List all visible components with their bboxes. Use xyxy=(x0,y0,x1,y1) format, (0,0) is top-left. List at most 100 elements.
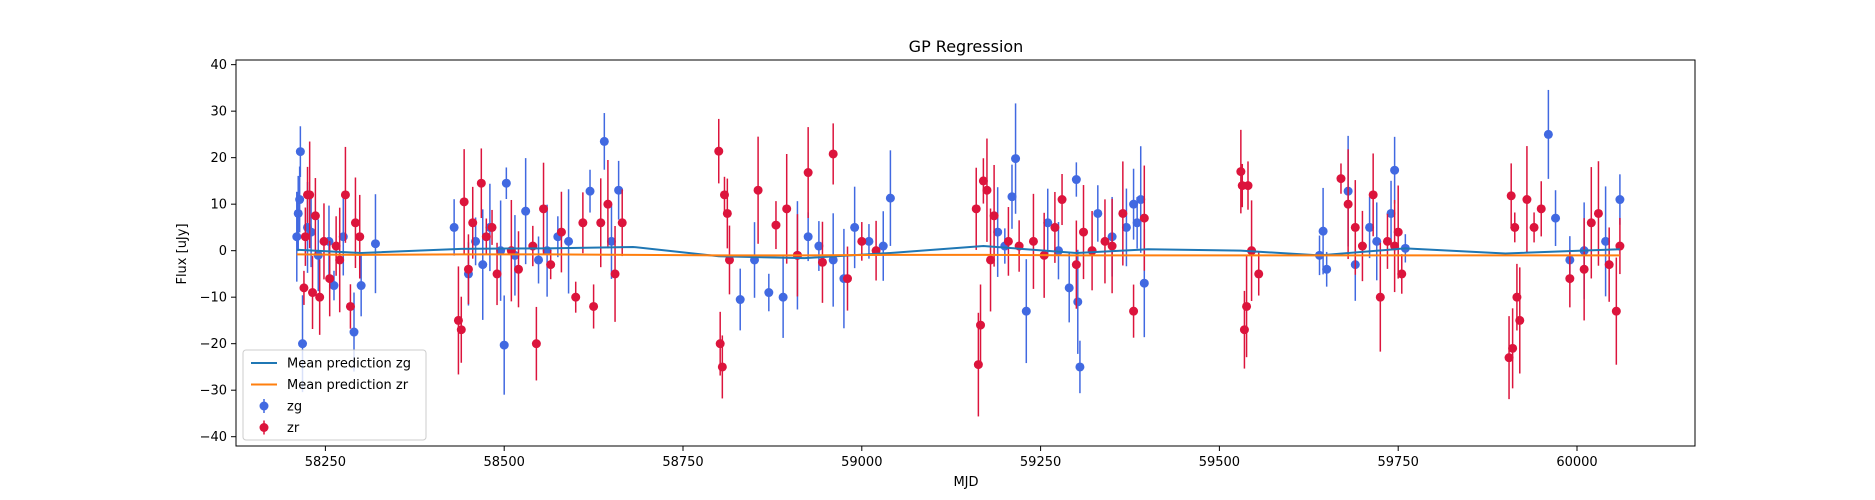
zr-marker xyxy=(1242,301,1252,311)
zg-marker xyxy=(1073,297,1083,307)
zg-marker xyxy=(295,147,305,157)
zg-marker xyxy=(1043,218,1053,228)
zr-point xyxy=(803,127,813,218)
zr-marker xyxy=(976,320,986,330)
zr-marker xyxy=(971,204,981,214)
legend: Mean prediction zg Mean prediction zr zg zr xyxy=(242,349,427,441)
zg-marker xyxy=(1007,192,1017,202)
zr-point xyxy=(596,178,606,268)
zr-marker xyxy=(487,222,497,232)
zr-marker xyxy=(1057,195,1067,205)
zr-marker xyxy=(724,255,734,265)
zg-point xyxy=(764,273,774,312)
zr-marker xyxy=(1504,353,1514,363)
x-axis: 58250 58500 58750 59000 59250 59500 59750 60000 xyxy=(305,446,1598,470)
zg-marker xyxy=(1139,278,1149,288)
y-axis: −40 −30 −20 −10 0 10 20 30 40 xyxy=(200,58,236,445)
zr-point xyxy=(305,141,315,249)
zr-marker xyxy=(1382,236,1392,246)
y-tick-label: −10 xyxy=(200,291,227,306)
zg-point xyxy=(564,189,574,294)
zg-point xyxy=(1390,136,1400,204)
zg-point xyxy=(1322,251,1332,287)
zr-point xyxy=(722,178,732,249)
zr-marker xyxy=(355,232,365,242)
zr-point xyxy=(971,167,981,250)
zr-point xyxy=(1586,167,1596,279)
zr-marker xyxy=(299,283,309,293)
zr-point xyxy=(345,284,355,329)
zg-point xyxy=(828,213,838,307)
zr-point xyxy=(1611,257,1621,365)
zg-point xyxy=(885,150,895,246)
zr-point xyxy=(828,123,838,185)
zr-marker xyxy=(315,292,325,302)
zg-marker xyxy=(1372,236,1382,246)
zr-marker xyxy=(492,269,502,279)
zr-marker xyxy=(300,232,310,242)
zr-point xyxy=(1243,161,1253,210)
zr-marker xyxy=(1100,236,1110,246)
zr-marker xyxy=(1529,222,1539,232)
zr-marker xyxy=(1522,195,1532,205)
plot-frame xyxy=(235,59,1696,447)
zr-point xyxy=(1254,252,1264,296)
x-tick-label: 59000 xyxy=(841,455,882,470)
y-tick-label: 10 xyxy=(210,198,227,213)
zr-point xyxy=(340,146,350,243)
zr-point xyxy=(1375,242,1385,352)
x-tick-label: 59250 xyxy=(1020,455,1061,470)
zr-point xyxy=(476,148,486,219)
zg-marker xyxy=(1071,175,1081,185)
zr-marker xyxy=(1003,236,1013,246)
zr-point xyxy=(319,203,329,280)
zr-marker xyxy=(1118,208,1128,218)
y-axis-label: Flux [uJy] xyxy=(175,223,190,284)
zr-point xyxy=(308,256,318,329)
zg-marker xyxy=(606,236,616,246)
zr-marker xyxy=(1107,241,1117,251)
zr-point xyxy=(1615,217,1625,275)
zr-marker xyxy=(828,149,838,159)
zr-marker xyxy=(857,236,867,246)
legend-zr: zr xyxy=(259,420,300,436)
zr-marker xyxy=(1397,269,1407,279)
zr-point xyxy=(1522,146,1532,253)
zg-point xyxy=(293,175,303,252)
zg-marker xyxy=(585,186,595,196)
zg-marker xyxy=(1021,306,1031,316)
zr-point xyxy=(1382,213,1392,269)
zr-marker xyxy=(1536,204,1546,214)
zg-point xyxy=(1132,196,1142,249)
zr-point xyxy=(589,284,599,329)
zr-point xyxy=(571,281,581,313)
zg-point xyxy=(778,256,788,338)
zr-marker xyxy=(1375,292,1385,302)
zr-marker xyxy=(1239,325,1249,335)
zg-point xyxy=(329,270,339,301)
zg-marker xyxy=(878,241,888,251)
zr-marker xyxy=(1087,246,1097,256)
zr-marker xyxy=(1350,222,1360,232)
zr-marker xyxy=(1236,167,1246,177)
zg-point xyxy=(1386,180,1396,247)
zr-point xyxy=(1536,181,1546,237)
zr-point xyxy=(1242,255,1252,358)
zg-point xyxy=(1075,340,1085,394)
zg-marker xyxy=(1386,208,1396,218)
y-tick-label: −30 xyxy=(200,384,227,399)
zg-marker xyxy=(293,208,303,218)
zg-point xyxy=(585,169,595,213)
zr-point xyxy=(714,118,724,184)
zr-marker xyxy=(771,220,781,230)
zr-point xyxy=(753,136,763,244)
zr-point xyxy=(459,149,469,255)
x-tick-label: 58500 xyxy=(484,455,525,470)
zg-point xyxy=(993,187,1003,277)
zr-marker xyxy=(1071,260,1081,270)
zg-point xyxy=(1064,253,1074,323)
zr-point xyxy=(456,296,466,363)
zr-point xyxy=(989,164,999,267)
zr-marker xyxy=(782,204,792,214)
